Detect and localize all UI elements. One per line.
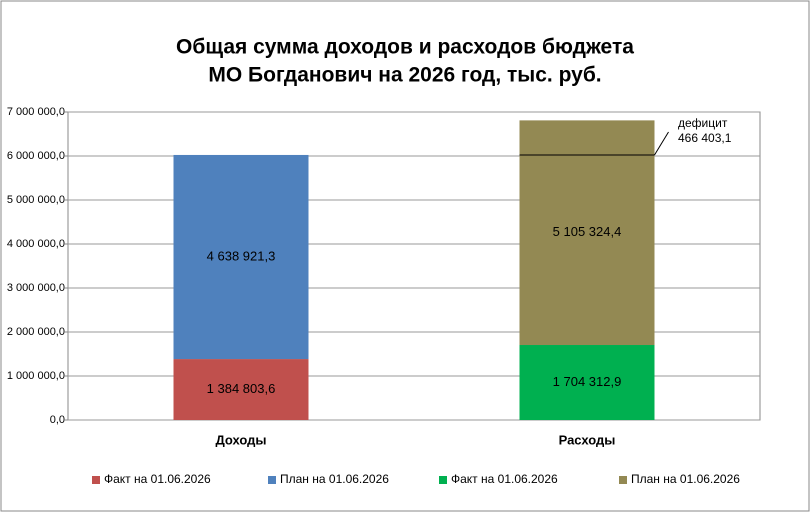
value-label: 1 704 312,9	[553, 374, 622, 389]
legend-marker	[92, 476, 100, 484]
x-tick-label: Доходы	[215, 432, 266, 447]
bar	[519, 120, 655, 346]
y-tick-label: 1 000 000,0	[7, 370, 65, 382]
legend-marker	[439, 476, 447, 484]
x-tick-label: Расходы	[559, 432, 616, 447]
y-tick-label: 5 000 000,0	[7, 194, 65, 206]
y-tick-label: 7 000 000,0	[7, 106, 65, 118]
y-tick-label: 3 000 000,0	[7, 282, 65, 294]
legend-marker	[268, 476, 276, 484]
chart-title: Общая сумма доходов и расходов бюджета	[176, 36, 634, 59]
y-tick-label: 4 000 000,0	[7, 238, 65, 250]
value-label: 5 105 324,4	[553, 224, 622, 239]
bar	[173, 359, 309, 420]
annotation-leader	[654, 131, 669, 156]
legend-label: Факт на 01.06.2026	[104, 472, 211, 486]
y-tick-label: 6 000 000,0	[7, 150, 65, 162]
legend-label: План на 01.06.2026	[280, 472, 389, 486]
legend-marker	[619, 476, 627, 484]
annotation: дефицит	[678, 116, 728, 130]
value-label: 1 384 803,6	[207, 381, 276, 396]
bar	[173, 154, 309, 360]
legend-label: План на 01.06.2026	[631, 472, 740, 486]
y-tick-label: 0,0	[50, 414, 65, 426]
annotation: 466 403,1	[678, 131, 732, 145]
y-tick-label: 2 000 000,0	[7, 326, 65, 338]
plot-area	[67, 111, 761, 421]
legend-label: Факт на 01.06.2026	[451, 472, 558, 486]
bar	[519, 345, 655, 420]
chart-title: МО Богданович на 2026 год, тыс. руб.	[208, 64, 601, 87]
value-label: 4 638 921,3	[207, 248, 276, 263]
